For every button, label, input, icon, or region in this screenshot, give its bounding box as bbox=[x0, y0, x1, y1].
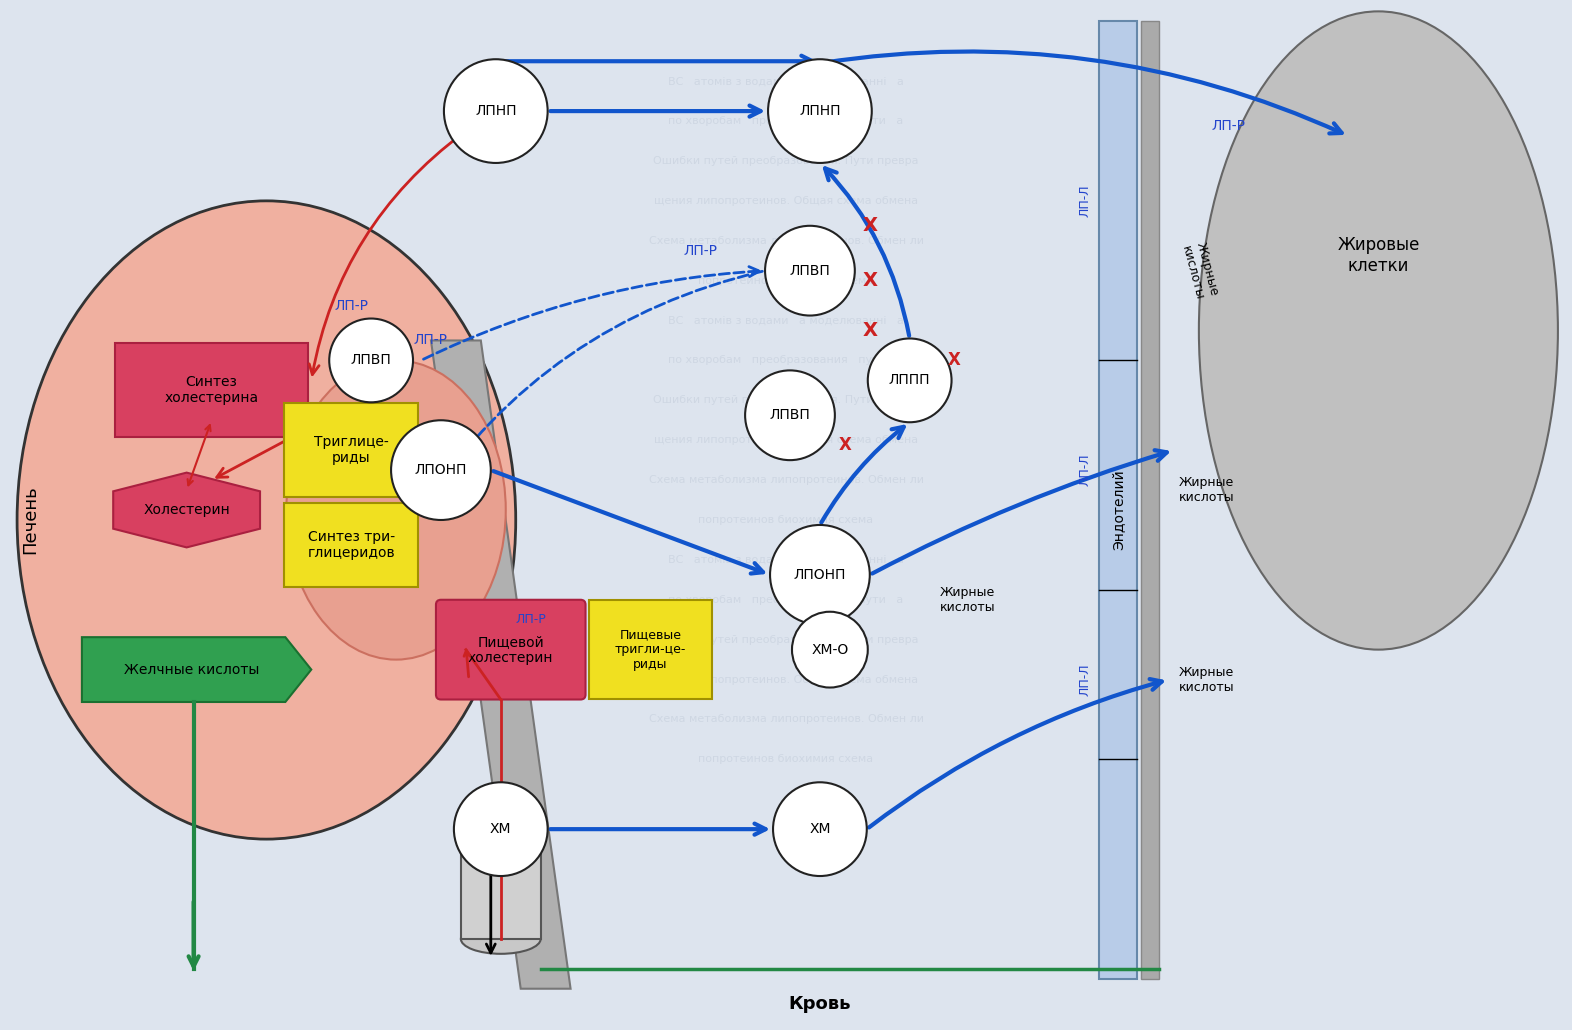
Text: ЛПОНП: ЛПОНП bbox=[415, 464, 467, 477]
Text: X: X bbox=[948, 351, 960, 370]
Text: ЛП-Р: ЛП-Р bbox=[1212, 119, 1245, 133]
Text: ЛП-Р: ЛП-Р bbox=[413, 334, 448, 347]
Polygon shape bbox=[431, 341, 571, 989]
Text: Ошибки путей преобразования. Пути превра: Ошибки путей преобразования. Пути превра bbox=[654, 156, 918, 166]
FancyBboxPatch shape bbox=[461, 819, 541, 939]
Text: щения липопротеинов. Общая схема обмена: щения липопротеинов. Общая схема обмена bbox=[654, 675, 918, 685]
Circle shape bbox=[329, 318, 413, 403]
Text: Жировые
клетки: Жировые клетки bbox=[1338, 236, 1420, 275]
Text: Жирные
кислоты: Жирные кислоты bbox=[1179, 240, 1220, 301]
Text: Эндотелий: Эндотелий bbox=[1111, 470, 1126, 550]
Text: ЛПНП: ЛПНП bbox=[799, 104, 841, 118]
Text: Схема метаболизма липопротеинов. Обмен ли: Схема метаболизма липопротеинов. Обмен л… bbox=[649, 715, 923, 724]
Circle shape bbox=[773, 782, 866, 877]
Text: X: X bbox=[838, 436, 852, 454]
Polygon shape bbox=[113, 473, 259, 547]
Ellipse shape bbox=[1199, 11, 1558, 650]
Circle shape bbox=[868, 339, 951, 422]
Text: X: X bbox=[863, 271, 877, 290]
Text: Триглице-
риды: Триглице- риды bbox=[314, 435, 388, 466]
Text: попротеинов биохимия схема: попротеинов биохимия схема bbox=[698, 276, 874, 285]
Text: X: X bbox=[863, 321, 877, 340]
Circle shape bbox=[745, 371, 835, 460]
Text: ЛПНП: ЛПНП bbox=[475, 104, 517, 118]
Ellipse shape bbox=[461, 924, 541, 954]
FancyBboxPatch shape bbox=[435, 599, 585, 699]
Text: Пищевой
холестерин: Пищевой холестерин bbox=[468, 634, 553, 664]
Text: ХМ-О: ХМ-О bbox=[811, 643, 849, 657]
Circle shape bbox=[454, 782, 547, 877]
Text: ЛПВП: ЛПВП bbox=[789, 264, 830, 278]
Text: Кровь: Кровь bbox=[789, 995, 850, 1012]
Circle shape bbox=[443, 60, 547, 163]
FancyBboxPatch shape bbox=[115, 343, 308, 437]
Text: Желчные кислоты: Желчные кислоты bbox=[124, 662, 259, 677]
Circle shape bbox=[792, 612, 868, 688]
Text: Синтез
холестерина: Синтез холестерина bbox=[165, 375, 259, 406]
Text: Ошибки путей преобразования. Пути превра: Ошибки путей преобразования. Пути превра bbox=[654, 634, 918, 645]
Text: щения липопротеинов. Общая схема обмена: щения липопротеинов. Общая схема обмена bbox=[654, 436, 918, 445]
Text: Синтез три-
глицеридов: Синтез три- глицеридов bbox=[308, 529, 395, 560]
Text: ВС   атомів з водами   а моделюванні   а: ВС атомів з водами а моделюванні а bbox=[668, 555, 904, 564]
Text: попротеинов биохимия схема: попротеинов биохимия схема bbox=[698, 754, 874, 764]
Text: Жирные
кислоты: Жирные кислоты bbox=[1179, 665, 1234, 693]
Polygon shape bbox=[82, 638, 311, 702]
FancyBboxPatch shape bbox=[285, 404, 418, 497]
Ellipse shape bbox=[17, 201, 516, 839]
Text: ХМ: ХМ bbox=[810, 822, 830, 836]
Ellipse shape bbox=[461, 804, 541, 834]
Circle shape bbox=[769, 60, 872, 163]
FancyBboxPatch shape bbox=[1099, 22, 1137, 978]
Text: ЛПВП: ЛПВП bbox=[351, 353, 391, 368]
Ellipse shape bbox=[286, 360, 506, 659]
Text: ЛП-Л: ЛП-Л bbox=[1078, 663, 1091, 696]
Text: Печень: Печень bbox=[20, 485, 39, 554]
Text: ВС   атомів з водами   а моделюванні   а: ВС атомів з водами а моделюванні а bbox=[668, 76, 904, 87]
Text: Холестерин: Холестерин bbox=[143, 503, 230, 517]
Circle shape bbox=[770, 525, 869, 625]
Text: Пищевые
тригли-це-
риды: Пищевые тригли-це- риды bbox=[615, 628, 685, 672]
Text: по хворобам   преобразования   пути   а: по хворобам преобразования пути а bbox=[668, 116, 904, 126]
FancyBboxPatch shape bbox=[285, 503, 418, 587]
FancyBboxPatch shape bbox=[1141, 22, 1159, 978]
Circle shape bbox=[391, 420, 490, 520]
Text: Жирные
кислоты: Жирные кислоты bbox=[940, 586, 995, 614]
Text: ЛПОНП: ЛПОНП bbox=[794, 568, 846, 582]
Text: ЛПВП: ЛПВП bbox=[770, 408, 810, 422]
Text: ВС   атомів з водами   а моделюванні   а: ВС атомів з водами а моделюванні а bbox=[668, 315, 904, 325]
Text: Ошибки путей преобразования. Пути превра: Ошибки путей преобразования. Пути превра bbox=[654, 396, 918, 406]
Text: Схема метаболизма липопротеинов. Обмен ли: Схема метаболизма липопротеинов. Обмен л… bbox=[649, 236, 923, 246]
Text: Жирные
кислоты: Жирные кислоты bbox=[1179, 476, 1234, 504]
Text: по хворобам   преобразования   пути   а: по хворобам преобразования пути а bbox=[668, 594, 904, 605]
FancyBboxPatch shape bbox=[588, 600, 712, 699]
Text: попротеинов биохимия схема: попротеинов биохимия схема bbox=[698, 515, 874, 525]
Text: ЛППП: ЛППП bbox=[888, 373, 931, 387]
Text: ЛП-Л: ЛП-Л bbox=[1078, 454, 1091, 486]
Text: Схема метаболизма липопротеинов. Обмен ли: Схема метаболизма липопротеинов. Обмен л… bbox=[649, 475, 923, 485]
Text: по хворобам   преобразования   пути   а: по хворобам преобразования пути а bbox=[668, 355, 904, 366]
Text: ЛП-Р: ЛП-Р bbox=[335, 299, 368, 312]
Circle shape bbox=[766, 226, 855, 315]
Text: ХМ: ХМ bbox=[490, 822, 511, 836]
Text: ЛП-Р: ЛП-Р bbox=[684, 244, 717, 258]
Text: ЛП-Р: ЛП-Р bbox=[516, 613, 545, 626]
Text: щения липопротеинов. Общая схема обмена: щения липопротеинов. Общая схема обмена bbox=[654, 196, 918, 206]
Text: ЛП-Л: ЛП-Л bbox=[1078, 184, 1091, 217]
Text: X: X bbox=[863, 216, 877, 235]
